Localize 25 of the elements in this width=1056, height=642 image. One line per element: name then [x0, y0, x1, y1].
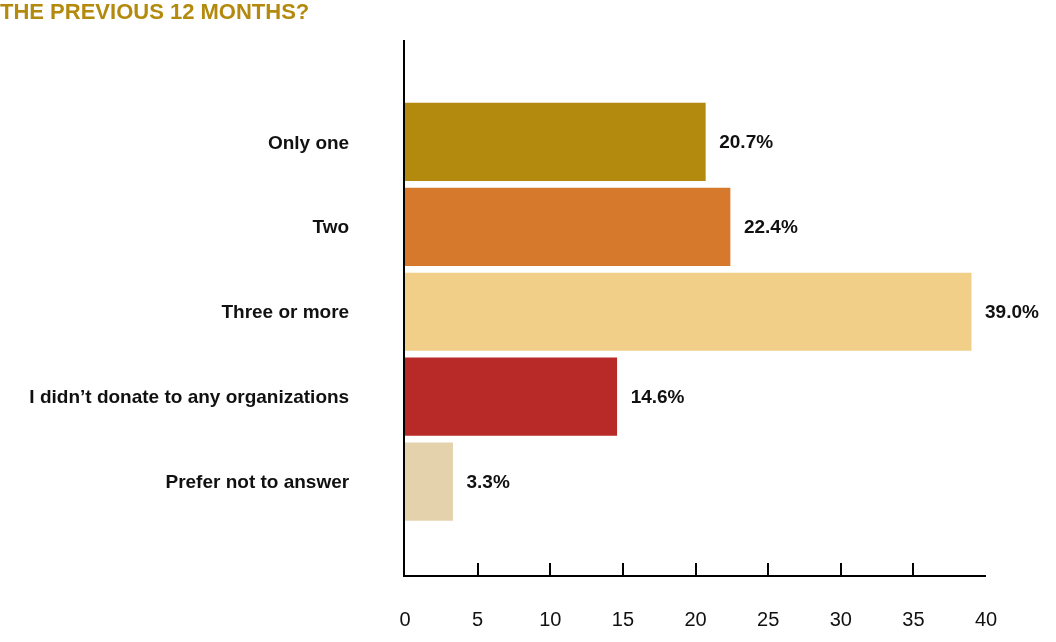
data-label: 22.4% — [743, 216, 798, 238]
data-label: 14.6% — [630, 386, 685, 408]
y-tick-label: Three or more — [221, 301, 350, 323]
x-tick-label: 20 — [684, 608, 707, 630]
data-label: 3.3% — [466, 471, 510, 493]
data-label: 20.7% — [719, 131, 774, 153]
bar — [405, 187, 731, 266]
x-tick-label: 5 — [472, 608, 484, 630]
y-tick-label: Two — [312, 216, 350, 238]
y-tick-label: Only one — [267, 131, 350, 153]
x-tick-label: 25 — [757, 608, 780, 630]
bar — [405, 442, 453, 521]
y-tick-label: I didn’t donate to any organizations — [29, 386, 350, 408]
x-tick-label: 30 — [829, 608, 852, 630]
bar — [405, 357, 618, 436]
bar — [405, 102, 706, 181]
x-tick-label: 15 — [611, 608, 635, 630]
x-tick-label: 10 — [539, 608, 562, 630]
x-tick-label: 40 — [974, 608, 998, 630]
x-tick-label: 0 — [399, 608, 411, 630]
x-tick-label: 35 — [902, 608, 925, 630]
bar — [405, 272, 972, 351]
text: THE PREVIOUS 12 MONTHS? — [0, 0, 310, 24]
y-tick-label: Prefer not to answer — [165, 471, 350, 493]
data-label: 39.0% — [985, 301, 1040, 323]
